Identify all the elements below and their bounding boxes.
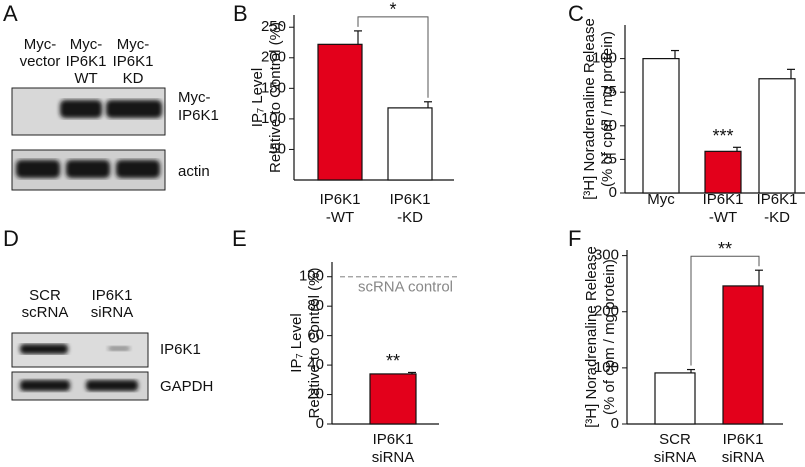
y-tick-label: 200 bbox=[261, 49, 286, 66]
reference-label: scRNA control bbox=[358, 279, 453, 296]
x-tick-label: siRNA bbox=[654, 449, 697, 466]
bar bbox=[758, 78, 796, 194]
band bbox=[20, 380, 70, 391]
band bbox=[66, 160, 110, 178]
y-axis-label: [³H] Noradrenaline Release bbox=[581, 18, 598, 200]
x-tick-label: -WT bbox=[326, 209, 354, 226]
y-axis-label: Relative to Control (%) bbox=[306, 268, 323, 419]
panel-letter: E bbox=[232, 226, 247, 251]
y-tick-label: 25 bbox=[600, 150, 617, 167]
x-tick-label: IP6K1 bbox=[703, 191, 744, 208]
y-tick-label: 100 bbox=[299, 268, 324, 285]
lane-label: Myc- bbox=[24, 36, 57, 53]
band bbox=[16, 160, 60, 178]
x-tick-label: -KD bbox=[764, 209, 790, 226]
y-tick-label: 200 bbox=[594, 303, 619, 320]
y-axis-label: (% of cpm / mg protein) bbox=[601, 259, 618, 415]
x-tick-label: IP6K1 bbox=[390, 191, 431, 208]
y-tick-label: 100 bbox=[592, 50, 617, 67]
y-tick-label: 100 bbox=[261, 110, 286, 127]
panel-letter: D bbox=[3, 226, 19, 251]
band bbox=[106, 100, 162, 118]
lane-label: KD bbox=[123, 70, 144, 87]
lane-label: SCR bbox=[29, 287, 61, 304]
x-tick-label: IP6K1 bbox=[373, 431, 414, 448]
lane-label: IP6K1 bbox=[66, 53, 107, 70]
y-tick-label: 75 bbox=[600, 83, 617, 100]
y-axis-label: IP₇ Level bbox=[249, 68, 266, 127]
band bbox=[86, 380, 138, 391]
panel-letter: C bbox=[568, 1, 584, 26]
band bbox=[60, 100, 102, 118]
significance: *** bbox=[712, 126, 733, 146]
y-axis-label: [³H] Noradrenaline Release bbox=[583, 246, 600, 428]
lane-label: IP6K1 bbox=[113, 53, 154, 70]
row-label: GAPDH bbox=[160, 378, 213, 395]
y-tick-label: 60 bbox=[307, 327, 324, 344]
bar bbox=[722, 285, 764, 425]
lane-label: vector bbox=[20, 53, 61, 70]
y-tick-label: 100 bbox=[594, 359, 619, 376]
x-tick-label: siRNA bbox=[722, 449, 765, 466]
row-label: actin bbox=[178, 163, 210, 180]
x-tick-label: IP6K1 bbox=[723, 431, 764, 448]
panel-letter: B bbox=[233, 1, 248, 26]
band bbox=[108, 346, 130, 351]
significance: * bbox=[389, 0, 396, 20]
comparison-bracket bbox=[357, 16, 429, 98]
lane-label: Myc- bbox=[117, 36, 150, 53]
y-tick-label: 150 bbox=[261, 79, 286, 96]
y-tick-label: 0 bbox=[316, 415, 324, 432]
y-tick-label: 20 bbox=[307, 386, 324, 403]
band bbox=[116, 160, 160, 178]
y-tick-label: 300 bbox=[594, 247, 619, 264]
band bbox=[20, 344, 68, 354]
panel-letter: A bbox=[3, 1, 18, 26]
y-axis-label: (% of cpm / mg protein) bbox=[599, 31, 616, 187]
x-tick-label: IP6K1 bbox=[757, 191, 798, 208]
y-tick-label: 0 bbox=[609, 184, 617, 201]
x-tick-label: IP6K1 bbox=[320, 191, 361, 208]
bar bbox=[654, 372, 696, 425]
significance: ** bbox=[386, 351, 400, 371]
y-tick-label: 40 bbox=[307, 356, 324, 373]
lane-label: WT bbox=[74, 70, 97, 87]
lane-label: siRNA bbox=[91, 304, 134, 321]
row-label: Myc- bbox=[178, 89, 211, 106]
x-tick-label: SCR bbox=[659, 431, 691, 448]
y-tick-label: 250 bbox=[261, 18, 286, 35]
bar bbox=[369, 373, 417, 425]
bar bbox=[387, 107, 433, 181]
bar bbox=[642, 57, 680, 194]
comparison-bracket bbox=[690, 255, 760, 366]
y-tick-label: 80 bbox=[307, 297, 324, 314]
x-tick-label: Myc bbox=[647, 191, 675, 208]
x-tick-label: -KD bbox=[397, 209, 423, 226]
lane-label: Myc- bbox=[70, 36, 103, 53]
row-label: IP6K1 bbox=[160, 341, 201, 358]
row-label: IP6K1 bbox=[178, 107, 219, 124]
y-tick-label: 50 bbox=[600, 117, 617, 134]
y-axis-label: Relative to Control (%) bbox=[267, 22, 284, 173]
y-tick-label: 0 bbox=[611, 415, 619, 432]
lane-label: IP6K1 bbox=[92, 287, 133, 304]
significance: ** bbox=[718, 239, 732, 259]
y-tick-label: 50 bbox=[269, 140, 286, 157]
bar bbox=[704, 150, 742, 194]
x-tick-label: siRNA bbox=[372, 449, 415, 466]
bar bbox=[317, 43, 363, 181]
y-axis-label: IP₇ Level bbox=[288, 313, 305, 372]
panel-letter: F bbox=[568, 226, 581, 251]
x-tick-label: -WT bbox=[709, 209, 737, 226]
lane-label: scRNA bbox=[22, 304, 69, 321]
